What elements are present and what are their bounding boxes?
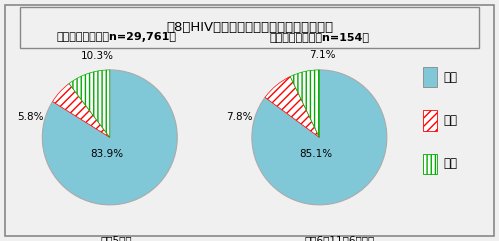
Text: 85.1%: 85.1% — [299, 149, 332, 159]
Text: 7.1%: 7.1% — [309, 50, 336, 60]
Text: 図8　HIV感染者及びエイズ患者の感染地域: 図8 HIV感染者及びエイズ患者の感染地域 — [166, 21, 333, 34]
Text: 不明: 不明 — [443, 157, 457, 170]
Bar — [20, 7, 479, 48]
Bar — [423, 67, 437, 87]
Wedge shape — [69, 70, 110, 137]
Wedge shape — [290, 70, 319, 137]
Text: 10.3%: 10.3% — [81, 51, 114, 61]
Text: 令和6年11月6日現在: 令和6年11月6日現在 — [304, 235, 375, 241]
Wedge shape — [252, 70, 387, 205]
Text: 全国（日本国籍、n=29,761）: 全国（日本国籍、n=29,761） — [56, 32, 177, 41]
Wedge shape — [52, 84, 110, 137]
Wedge shape — [42, 70, 177, 205]
Text: 5.8%: 5.8% — [17, 112, 43, 122]
Text: 国内: 国内 — [443, 71, 457, 84]
Text: 7.8%: 7.8% — [227, 112, 253, 122]
Text: 海外: 海外 — [443, 114, 457, 127]
Text: 83.9%: 83.9% — [90, 149, 123, 159]
Text: 愛媛（日本国籍、n=154）: 愛媛（日本国籍、n=154） — [269, 32, 369, 41]
Bar — [423, 154, 437, 174]
Bar — [423, 110, 437, 131]
Text: 令和5年末: 令和5年末 — [101, 235, 132, 241]
Wedge shape — [265, 76, 319, 137]
